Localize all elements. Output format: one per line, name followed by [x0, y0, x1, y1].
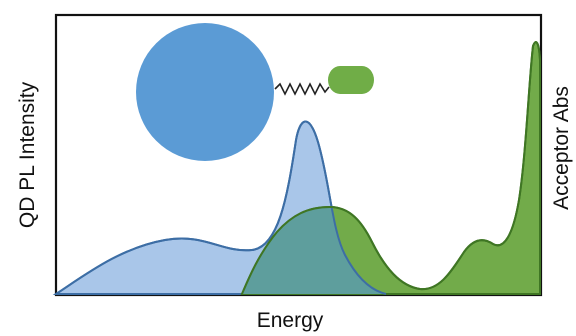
y-axis-left-label: QD PL Intensity	[16, 81, 39, 228]
acceptor-absorption-outline	[241, 41, 541, 295]
quantum-dot-circle	[136, 23, 274, 161]
qd-emission-outline	[55, 120, 387, 295]
x-axis-label: Energy	[257, 309, 324, 332]
y-axis-right-label: Acceptor Abs	[550, 86, 573, 210]
acceptor-dye-capsule	[328, 66, 374, 94]
linker-chain	[274, 82, 330, 96]
